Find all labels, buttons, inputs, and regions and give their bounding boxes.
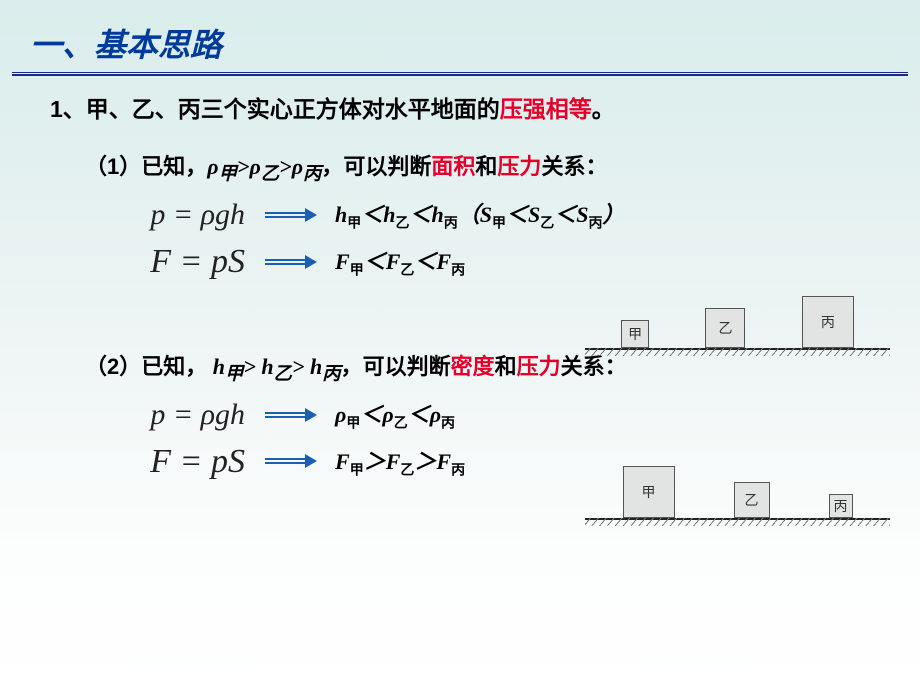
question-1: 1、甲、乙、丙三个实心正方体对水平地面的压强相等。 [50, 90, 870, 124]
cube-a-3: 丙 [802, 296, 854, 348]
arrow-icon [265, 206, 317, 224]
s2-k1: 密度 [451, 354, 495, 379]
cubes-diagram-a: 甲 乙 丙 [585, 290, 890, 350]
cube-b-2: 乙 [734, 482, 770, 518]
formula-fps: F = pS [105, 443, 255, 481]
formula-pgh: p = ρgh [105, 198, 255, 232]
result-2a: ρ甲＜ρ乙＜ρ丙 [335, 397, 455, 432]
s1-cond: ρ甲>ρ乙>ρ丙 [207, 154, 321, 179]
s2-tail: 关系： [561, 354, 627, 379]
s2-and: 和 [495, 354, 517, 379]
row-fps-1: F = pS F甲＜F乙＜F丙 [105, 243, 870, 281]
s1-k2: 压力 [497, 154, 541, 179]
cubes-diagram-b: 甲 乙 丙 [585, 460, 890, 520]
formula-fps: F = pS [105, 243, 255, 281]
sub-1: （1）已知，ρ甲>ρ乙>ρ丙，可以判断面积和压力关系： [85, 149, 870, 185]
page-title: 一、基本思路 [0, 0, 920, 72]
row-pgh-1: p = ρgh h甲＜h乙＜h丙（S甲＜S乙＜S丙） [105, 197, 870, 232]
formula-pgh: p = ρgh [105, 398, 255, 432]
s1-mid: ，可以判断 [321, 154, 431, 179]
arrow-icon [265, 406, 317, 424]
s1-k1: 面积 [431, 154, 475, 179]
q1-suffix: 。 [592, 96, 615, 122]
arrow-icon [265, 253, 317, 271]
result-1a: h甲＜h乙＜h丙（S甲＜S乙＜S丙） [335, 197, 625, 232]
cube-a-1: 甲 [621, 320, 649, 348]
s1-prefix: （1）已知， [85, 154, 207, 179]
s2-cond: h甲> h乙> h丙 [207, 354, 340, 379]
result-2b: F甲＞F乙＞F丙 [335, 444, 465, 479]
arrow-icon [265, 453, 317, 471]
title-rule [12, 72, 908, 76]
content: 1、甲、乙、丙三个实心正方体对水平地面的压强相等。 （1）已知，ρ甲>ρ乙>ρ丙… [0, 90, 920, 481]
s2-k2: 压力 [517, 354, 561, 379]
s1-tail: 关系： [541, 154, 607, 179]
cube-a-2: 乙 [705, 308, 745, 348]
s2-prefix: （2）已知， [85, 354, 207, 379]
cube-b-3: 丙 [829, 494, 853, 518]
s1-and: 和 [475, 154, 497, 179]
q1-prefix: 1、甲、乙、丙三个实心正方体对水平地面的 [50, 96, 500, 122]
result-1b: F甲＜F乙＜F丙 [335, 244, 465, 279]
cube-b-1: 甲 [623, 466, 675, 518]
q1-key: 压强相等 [500, 96, 592, 122]
s2-mid: ，可以判断 [341, 354, 451, 379]
row-pgh-2: p = ρgh ρ甲＜ρ乙＜ρ丙 [105, 397, 870, 432]
